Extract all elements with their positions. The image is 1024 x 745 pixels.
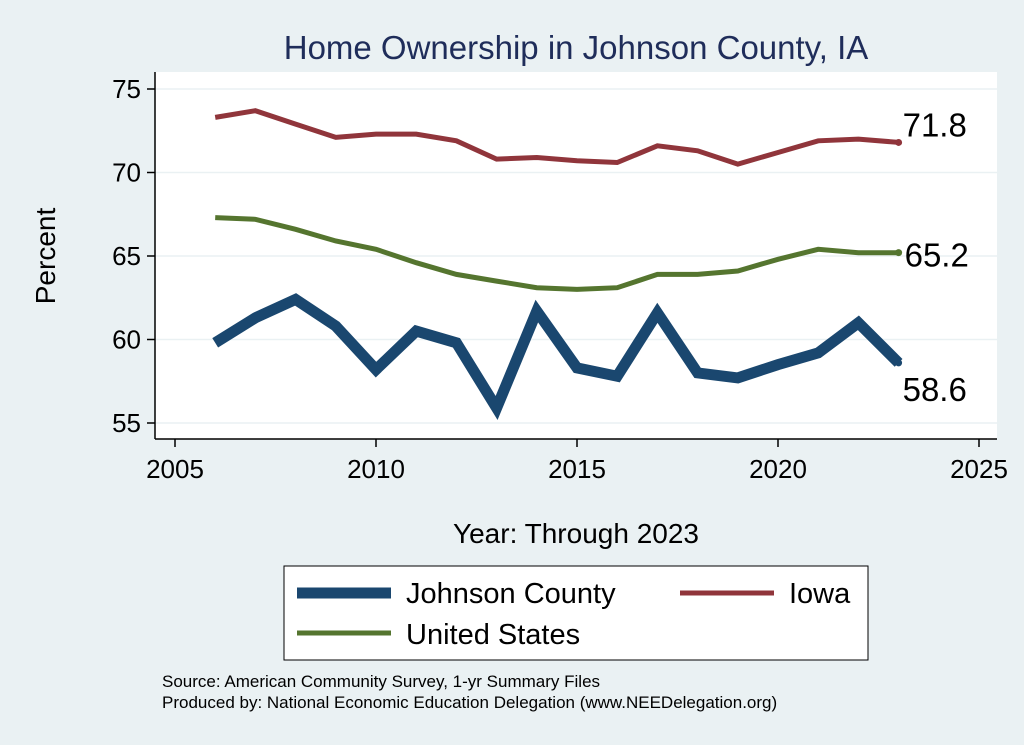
gridlines (155, 88, 997, 424)
y-tick-label-70: 70 (112, 158, 141, 188)
y-tick-label-60: 60 (112, 325, 141, 355)
x-tick-label-2025: 2025 (950, 454, 1008, 484)
x-axis-title: Year: Through 2023 (453, 518, 699, 549)
chart-title: Home Ownership in Johnson County, IA (284, 29, 869, 66)
end-label-johnson-county: 58.6 (903, 371, 967, 408)
x-tick-label-2005: 2005 (146, 454, 204, 484)
series-line-united-states (215, 215, 899, 292)
tick-labels: 55 60 65 70 75 2005 2010 2015 2020 2025 (112, 74, 1008, 484)
x-tick-label-2015: 2015 (548, 454, 606, 484)
series-lines (212, 108, 903, 421)
legend-label-united-states: United States (406, 619, 580, 651)
legend-label-johnson-county: Johnson County (406, 578, 616, 610)
y-tick-label-75: 75 (112, 74, 141, 104)
legend-box (283, 565, 869, 661)
legend: Johnson County Iowa United States (283, 565, 869, 661)
end-labels: 58.6 71.8 65.2 (903, 106, 969, 407)
source-note: Source: American Community Survey, 1-yr … (162, 672, 600, 691)
producer-note: Produced by: National Economic Education… (162, 693, 777, 712)
y-axis-title: Percent (30, 208, 61, 305)
x-tick-label-2010: 2010 (347, 454, 405, 484)
series-line-johnson-county (212, 293, 903, 421)
y-tick-label-55: 55 (112, 408, 141, 438)
end-label-iowa: 71.8 (903, 106, 967, 143)
end-marker-johnson-county (895, 359, 903, 367)
x-tick-label-2020: 2020 (749, 454, 807, 484)
end-marker-iowa (895, 138, 903, 146)
end-marker-united-states (895, 249, 903, 257)
series-line-iowa (214, 108, 899, 167)
y-tick-label-65: 65 (112, 241, 141, 271)
legend-label-iowa: Iowa (789, 578, 851, 610)
end-label-united-states: 65.2 (905, 237, 969, 274)
